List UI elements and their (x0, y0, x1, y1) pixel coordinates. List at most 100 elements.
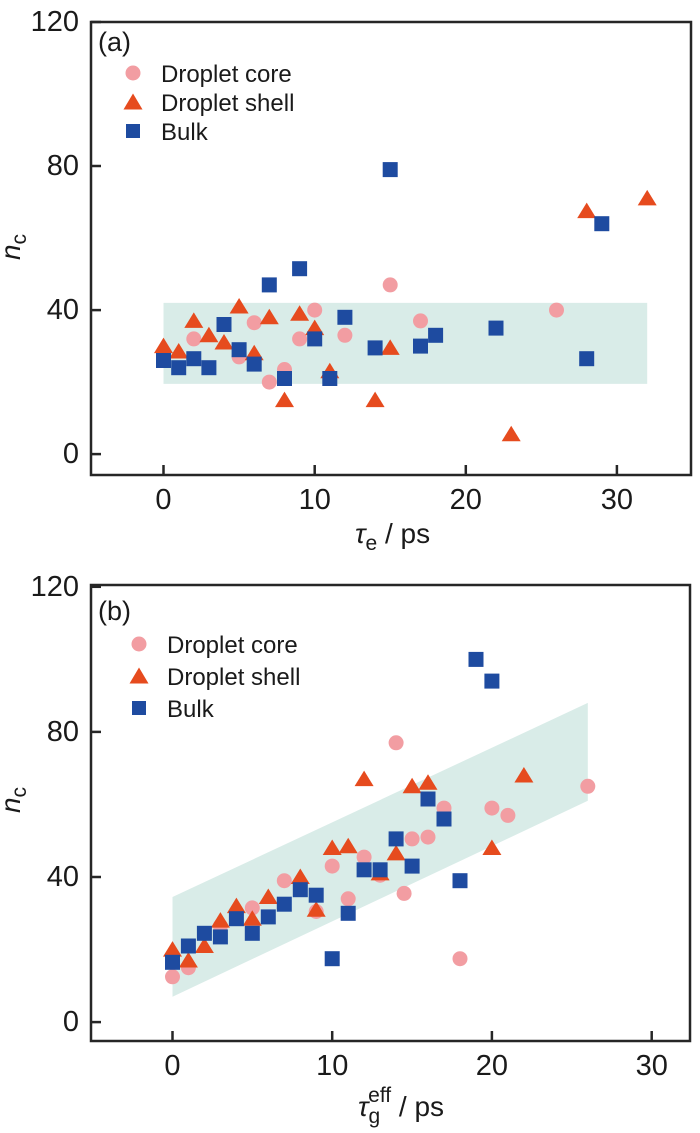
data-point-triangle (290, 305, 310, 321)
panel-a-plot-area: 0 10 20 30 0 40 80 120 (31, 6, 693, 516)
data-point-square (276, 896, 292, 912)
panel-a-annotations: (a) Droplet core Droplet shell Bulk τe /… (0, 27, 430, 555)
data-point-square (356, 862, 372, 878)
data-point-circle (337, 327, 353, 343)
data-point-circle (307, 302, 323, 318)
data-point-circle (549, 302, 564, 318)
data-point-circle (396, 885, 412, 901)
data-point-triangle (306, 901, 326, 917)
y-tick-label: 120 (31, 571, 79, 603)
data-point-square (382, 162, 398, 178)
confidence-band (172, 702, 588, 997)
panel-b-tag: (b) (98, 596, 131, 626)
data-point-triangle (354, 770, 374, 787)
y-tick-label: 0 (63, 1006, 79, 1038)
data-point-square (212, 929, 228, 945)
data-point-circle (244, 900, 260, 916)
data-point-triangle (322, 839, 342, 855)
data-point-triangle (194, 937, 214, 953)
data-point-circle (484, 800, 500, 816)
data-point-triangle (482, 839, 502, 855)
legend-core-label: Droplet core (167, 632, 298, 659)
data-point-square (277, 371, 292, 386)
data-point-square (404, 858, 420, 874)
data-point-square (420, 791, 436, 807)
data-point-triangle (242, 910, 262, 926)
panel-b-annotations: (b) Droplet core Droplet shell Bulk τgef… (0, 596, 444, 1128)
data-point-triangle (229, 298, 249, 314)
data-point-circle (356, 849, 372, 865)
legend-core-icon (125, 65, 141, 81)
data-point-square (180, 938, 196, 954)
data-point-triangle (418, 774, 438, 790)
legend-core-icon (131, 636, 147, 652)
data-point-square (171, 360, 187, 376)
legend-core-label: Droplet core (161, 61, 292, 88)
panel-a-y-axis-title: n̄c (0, 234, 31, 260)
legend-shell-icon (123, 93, 143, 110)
data-point-square (594, 216, 610, 232)
data-point-triangle (290, 868, 310, 884)
data-point-square (228, 911, 244, 927)
data-point-square (260, 909, 276, 925)
y-tick-label: 0 (63, 438, 79, 470)
data-point-triangle (163, 941, 182, 957)
plot-frame (89, 583, 692, 1043)
x-tick-label: 0 (164, 1050, 180, 1082)
data-point-square (244, 925, 260, 941)
data-point-square (186, 351, 202, 367)
panel-a-x-axis-title: τe / ps (355, 518, 430, 555)
data-point-square (156, 353, 171, 368)
data-point-triangle (244, 344, 264, 361)
data-point-triangle (365, 391, 385, 408)
data-point-circle (276, 873, 292, 889)
data-point-circle (261, 374, 277, 390)
data-point-square (372, 862, 388, 878)
panel-a-tag: (a) (98, 27, 131, 57)
data-point-triangle (226, 897, 246, 914)
x-tick-label: 20 (476, 1050, 508, 1082)
data-point-square (428, 327, 444, 343)
data-point-triangle (258, 888, 278, 904)
y-tick-label: 40 (47, 294, 79, 326)
data-point-triangle (210, 912, 230, 928)
legend-bulk-icon (126, 124, 140, 138)
panel-b-plot-area: 0 10 20 30 0 40 80 120 (31, 571, 692, 1082)
data-point-circle (413, 313, 428, 329)
legend-bulk-label: Bulk (167, 696, 215, 723)
y-tick-label: 80 (47, 150, 79, 182)
data-point-square (452, 873, 468, 889)
plot-frame (89, 20, 693, 477)
data-point-triangle (199, 326, 219, 343)
data-point-square (165, 954, 180, 970)
x-tick-label: 30 (601, 484, 633, 516)
y-tick-label: 40 (47, 861, 79, 893)
data-point-triangle (637, 189, 657, 206)
x-tick-label: 20 (450, 484, 482, 516)
x-tick-label: 10 (299, 484, 331, 516)
data-point-square (292, 261, 308, 277)
data-point-triangle (178, 952, 198, 968)
y-tick-label: 80 (47, 716, 79, 748)
data-point-square (246, 356, 262, 372)
data-point-square (367, 340, 383, 356)
x-tick-label: 30 (636, 1050, 668, 1082)
data-point-triangle (169, 343, 189, 359)
data-point-square (216, 317, 232, 332)
data-point-square (436, 811, 452, 827)
data-point-square (484, 673, 500, 689)
data-point-square (488, 320, 504, 336)
data-point-circle (340, 891, 356, 907)
panel-b-x-axis-title: τgeff / ps (358, 1084, 444, 1128)
data-point-circle (580, 778, 596, 794)
data-point-square (231, 342, 247, 358)
data-point-square (468, 651, 484, 667)
data-point-triangle (338, 837, 358, 854)
data-point-square (340, 905, 356, 921)
data-point-square (413, 338, 428, 354)
data-point-triangle (275, 391, 294, 408)
data-point-square (324, 951, 340, 967)
data-point-circle (165, 969, 180, 985)
